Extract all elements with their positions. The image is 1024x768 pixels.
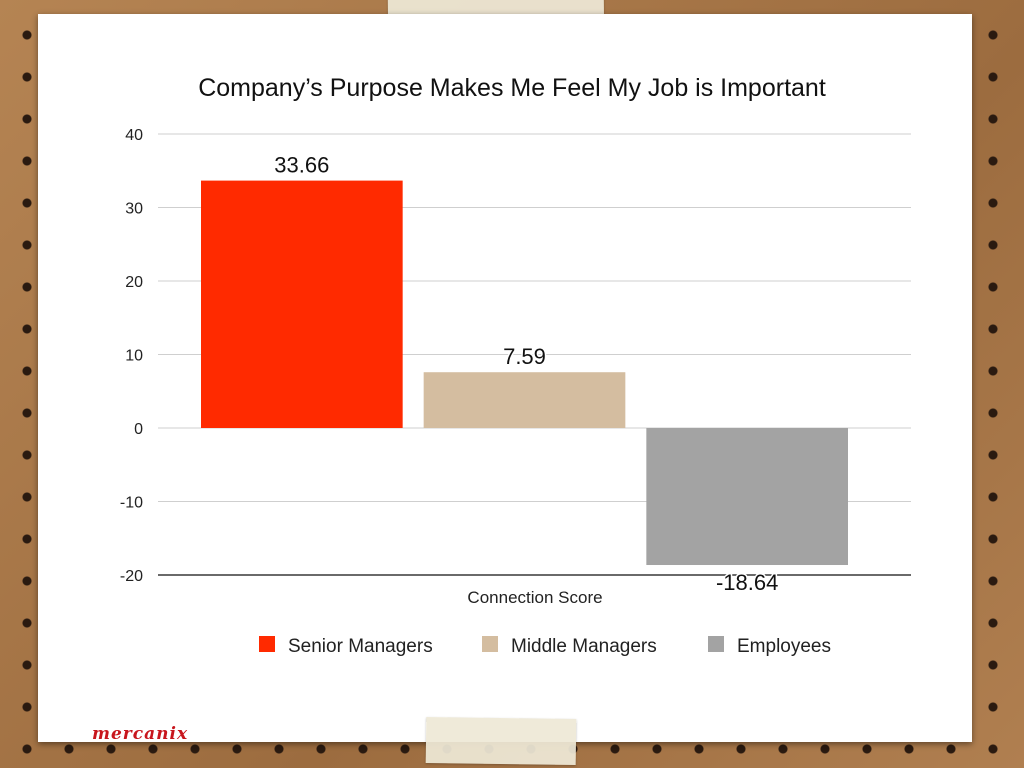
- bar-employees: [646, 428, 848, 566]
- legend-label: Middle Managers: [511, 636, 657, 657]
- data-label-senior-managers: 33.66: [274, 153, 329, 178]
- slide-card: Company’s Purpose Makes Me Feel My Job i…: [38, 14, 972, 744]
- y-tick-label: 0: [134, 421, 143, 438]
- legend-item-middle-managers: Middle Managers: [482, 636, 657, 657]
- legend-swatch: [708, 636, 724, 652]
- y-tick-label: -20: [120, 568, 143, 585]
- y-tick-label: -10: [120, 495, 143, 512]
- data-label-middle-managers: 7.59: [503, 344, 546, 369]
- mercanix-logo: mercanix: [92, 724, 189, 744]
- y-tick-label: 10: [125, 348, 143, 365]
- y-tick-label: 30: [125, 201, 143, 218]
- y-tick-label: 20: [125, 274, 143, 291]
- chart-title: Company’s Purpose Makes Me Feel My Job i…: [198, 74, 826, 102]
- chart: Company’s Purpose Makes Me Feel My Job i…: [120, 74, 911, 657]
- legend-label: Senior Managers: [288, 636, 433, 657]
- legend-swatch: [482, 636, 498, 652]
- tape-bottom: [425, 716, 577, 766]
- legend-label: Employees: [737, 636, 831, 657]
- legend-item-employees: Employees: [708, 636, 831, 657]
- bar-senior-managers: [201, 180, 403, 428]
- bar-middle-managers: [423, 372, 626, 428]
- data-label-employees: -18.64: [716, 570, 778, 595]
- y-tick-label: 40: [125, 127, 143, 144]
- legend-item-senior-managers: Senior Managers: [259, 636, 433, 657]
- x-axis-title: Connection Score: [467, 588, 602, 607]
- legend-swatch: [259, 636, 275, 652]
